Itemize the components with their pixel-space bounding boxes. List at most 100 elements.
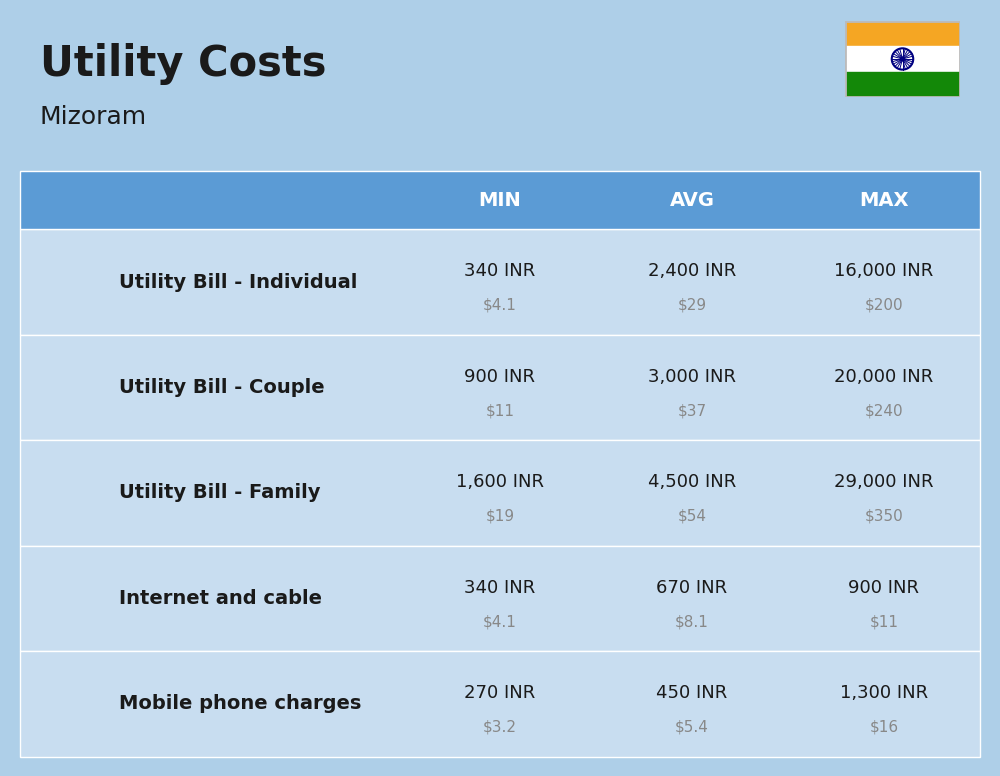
Circle shape [70, 352, 75, 357]
FancyBboxPatch shape [49, 702, 57, 712]
FancyBboxPatch shape [60, 377, 70, 390]
FancyBboxPatch shape [37, 394, 59, 421]
Circle shape [52, 379, 57, 384]
Text: 270 INR: 270 INR [464, 684, 536, 702]
Text: 3,000 INR: 3,000 INR [648, 368, 736, 386]
Circle shape [901, 57, 904, 61]
Circle shape [55, 475, 59, 480]
Circle shape [60, 477, 69, 488]
Text: $200: $200 [865, 298, 903, 313]
Text: 29,000 INR: 29,000 INR [834, 473, 934, 491]
FancyBboxPatch shape [37, 289, 59, 315]
Text: 670 INR: 670 INR [656, 579, 728, 597]
Circle shape [70, 246, 75, 251]
FancyBboxPatch shape [73, 702, 81, 712]
Circle shape [72, 273, 77, 279]
Text: 1,600 INR: 1,600 INR [456, 473, 544, 491]
Circle shape [55, 246, 59, 251]
Text: $19: $19 [485, 508, 515, 524]
FancyBboxPatch shape [60, 272, 70, 285]
Circle shape [51, 360, 56, 366]
Circle shape [70, 264, 75, 270]
FancyBboxPatch shape [71, 394, 92, 421]
Circle shape [57, 354, 73, 372]
Circle shape [62, 348, 67, 353]
FancyBboxPatch shape [42, 300, 53, 310]
Circle shape [57, 248, 73, 267]
Text: MAX: MAX [859, 191, 909, 210]
FancyBboxPatch shape [47, 681, 82, 733]
Circle shape [72, 484, 77, 490]
Text: 900 INR: 900 INR [848, 579, 920, 597]
Text: 340 INR: 340 INR [464, 579, 536, 597]
Circle shape [55, 456, 59, 462]
Text: $240: $240 [865, 404, 903, 418]
Circle shape [62, 603, 67, 608]
Circle shape [55, 264, 59, 270]
Circle shape [60, 266, 69, 277]
Bar [845, 21, 960, 47]
Text: $11: $11 [486, 404, 514, 418]
Text: 1,300 INR: 1,300 INR [840, 684, 928, 702]
Circle shape [62, 479, 67, 484]
Circle shape [42, 614, 46, 618]
Circle shape [55, 352, 59, 357]
Circle shape [54, 614, 58, 618]
FancyBboxPatch shape [71, 500, 92, 526]
Circle shape [61, 359, 69, 368]
Circle shape [52, 273, 57, 279]
FancyBboxPatch shape [49, 690, 57, 701]
FancyBboxPatch shape [65, 702, 73, 712]
Circle shape [61, 253, 69, 262]
FancyBboxPatch shape [73, 690, 81, 701]
Text: $11: $11 [870, 614, 898, 629]
FancyBboxPatch shape [41, 664, 88, 744]
Circle shape [60, 372, 69, 383]
Text: Utility Bill - Individual: Utility Bill - Individual [119, 272, 358, 292]
Bar [845, 71, 960, 97]
Circle shape [62, 242, 67, 248]
FancyBboxPatch shape [55, 668, 74, 671]
Text: MIN: MIN [479, 191, 521, 210]
Text: $3.2: $3.2 [483, 719, 517, 735]
Circle shape [73, 466, 78, 472]
Circle shape [73, 360, 78, 366]
Circle shape [52, 484, 57, 490]
Text: $8.1: $8.1 [675, 614, 709, 629]
Text: 450 INR: 450 INR [656, 684, 728, 702]
Circle shape [51, 255, 56, 261]
FancyBboxPatch shape [60, 483, 70, 496]
Text: $4.1: $4.1 [483, 298, 517, 313]
Circle shape [62, 268, 67, 273]
Text: $16: $16 [869, 719, 899, 735]
Text: 16,000 INR: 16,000 INR [834, 262, 934, 280]
Text: $4.1: $4.1 [483, 614, 517, 629]
FancyBboxPatch shape [42, 406, 53, 415]
FancyBboxPatch shape [37, 500, 59, 526]
Circle shape [62, 453, 67, 459]
Text: 340 INR: 340 INR [464, 262, 536, 280]
Text: 2,400 INR: 2,400 INR [648, 262, 736, 280]
FancyBboxPatch shape [34, 605, 95, 628]
Circle shape [62, 733, 68, 740]
Text: 4,500 INR: 4,500 INR [648, 473, 736, 491]
Circle shape [48, 614, 52, 618]
Text: AVG: AVG [670, 191, 715, 210]
Text: Utility Bill - Family: Utility Bill - Family [119, 483, 321, 502]
Circle shape [61, 464, 69, 473]
FancyBboxPatch shape [57, 690, 65, 701]
Text: 900 INR: 900 INR [464, 368, 536, 386]
Circle shape [57, 459, 73, 478]
Text: Mizoram: Mizoram [40, 105, 147, 129]
FancyBboxPatch shape [65, 690, 73, 701]
FancyBboxPatch shape [42, 511, 53, 521]
Text: Utility Bill - Couple: Utility Bill - Couple [119, 378, 325, 397]
Circle shape [51, 466, 56, 472]
Circle shape [70, 369, 75, 375]
Circle shape [55, 369, 59, 375]
Text: $350: $350 [865, 508, 903, 524]
Bar [845, 47, 960, 71]
Circle shape [73, 255, 78, 261]
FancyBboxPatch shape [57, 702, 65, 712]
Text: $54: $54 [678, 508, 707, 524]
